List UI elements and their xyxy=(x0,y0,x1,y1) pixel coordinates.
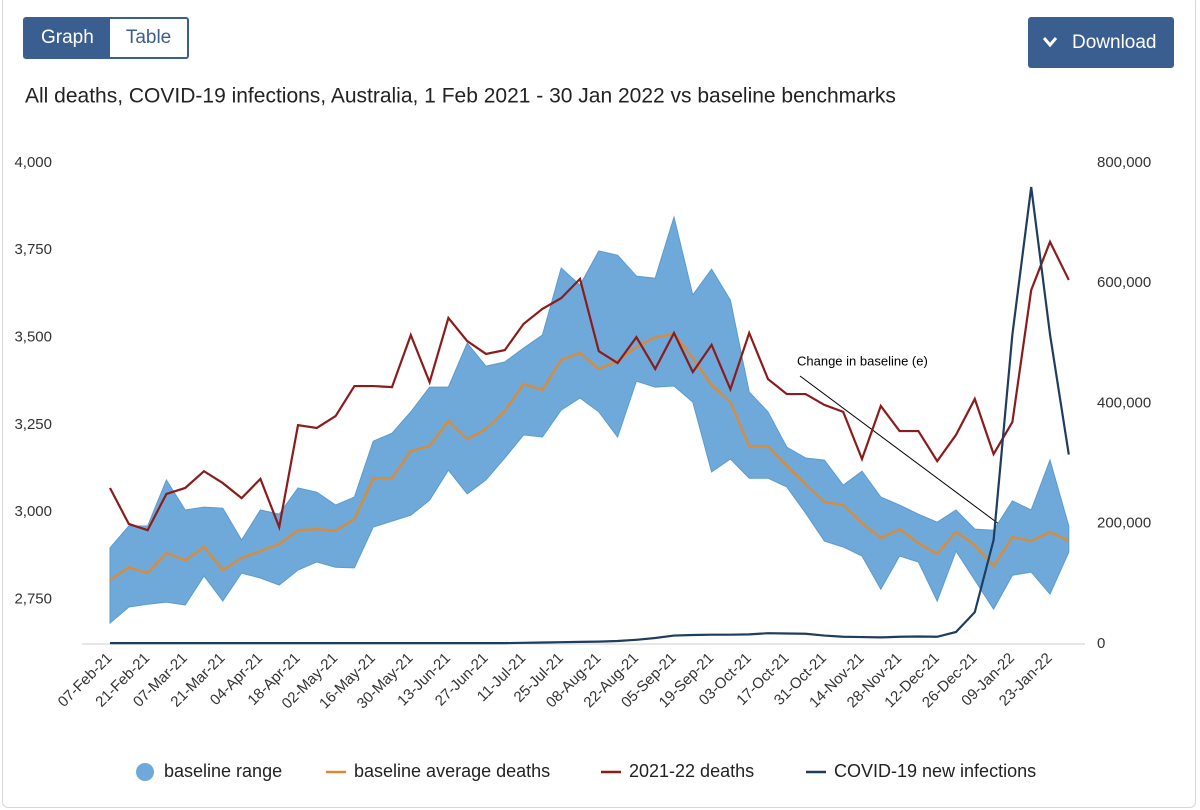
y2-tick-label: 0 xyxy=(1097,635,1105,652)
y-tick-label: 3,000 xyxy=(14,503,52,520)
legend-item: 2021-22 deaths xyxy=(601,761,754,781)
legend-label: baseline range xyxy=(164,761,282,781)
table-tab[interactable]: Table xyxy=(109,19,188,57)
legend-item: baseline average deaths xyxy=(326,761,550,781)
y-tick-label: 4,000 xyxy=(14,154,52,171)
legend-item: COVID-19 new infections xyxy=(806,761,1036,781)
baseline-range-area xyxy=(109,215,1070,625)
graph-tab[interactable]: Graph xyxy=(25,19,110,57)
series-line xyxy=(109,332,1070,582)
y-tick-label: 3,750 xyxy=(14,241,52,258)
legend-swatch xyxy=(136,763,154,781)
annotation-arrow xyxy=(799,375,1016,537)
legend-item: baseline range xyxy=(136,761,282,781)
y-tick-label: 2,750 xyxy=(14,590,52,607)
y2-tick-label: 200,000 xyxy=(1097,515,1151,532)
y2-tick-label: 600,000 xyxy=(1097,274,1151,291)
y-tick-label: 3,250 xyxy=(14,416,52,433)
view-toggle: Graph Table xyxy=(23,17,190,59)
legend-label: baseline average deaths xyxy=(354,761,550,781)
y-tick-label: 3,500 xyxy=(14,328,52,345)
legend-label: 2021-22 deaths xyxy=(629,761,754,781)
legend-label: COVID-19 new infections xyxy=(834,761,1036,781)
chevron-icon xyxy=(1043,37,1057,47)
download-button[interactable]: Download xyxy=(1028,17,1174,68)
download-label: Download xyxy=(1072,32,1157,53)
series-line xyxy=(110,186,1070,645)
annotation: Change in baseline (e) xyxy=(797,353,928,368)
y2-tick-label: 800,000 xyxy=(1097,154,1151,171)
series-line xyxy=(109,239,1070,532)
y2-tick-label: 400,000 xyxy=(1097,394,1151,411)
chart-title: All deaths, COVID-19 infections, Austral… xyxy=(25,85,896,108)
